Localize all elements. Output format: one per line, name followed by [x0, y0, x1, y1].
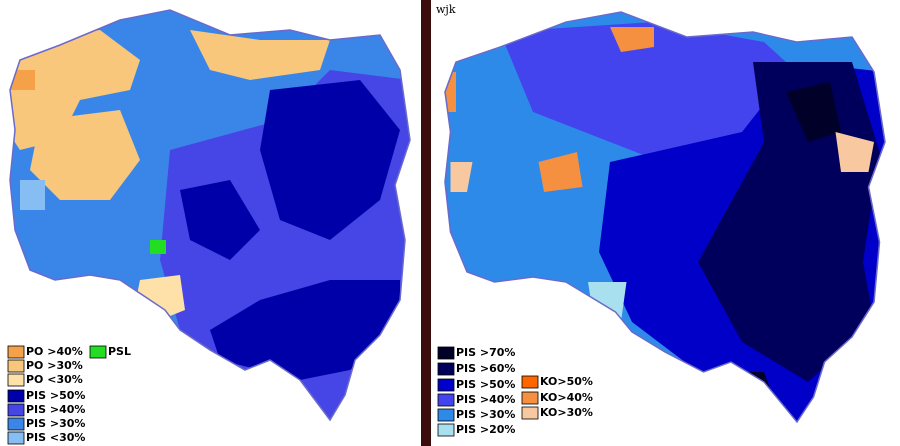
legend-label: PIS >40%	[26, 403, 85, 416]
legend-swatch	[7, 389, 25, 403]
legend-swatch	[89, 345, 107, 359]
legend-swatch	[521, 406, 539, 420]
legend-swatch	[437, 378, 455, 392]
divider	[421, 0, 431, 446]
legend-swatch	[7, 403, 25, 417]
legend-swatch	[7, 431, 25, 445]
legend-label: PIS >70%	[456, 346, 515, 359]
legend-label: PIS >60%	[456, 362, 515, 375]
legend-swatch	[521, 391, 539, 405]
legend-label: KO>40%	[540, 391, 593, 404]
left-map	[9, 9, 411, 422]
legend-swatch	[437, 362, 455, 376]
legend-label: PSL	[108, 345, 131, 358]
legend-swatch	[437, 393, 455, 407]
legend-swatch	[7, 345, 25, 359]
legend-swatch	[521, 375, 539, 389]
legend-label: PIS >30%	[26, 417, 85, 430]
legend-swatch	[7, 359, 25, 373]
legend-swatch	[437, 346, 455, 360]
legend-label: KO>30%	[540, 406, 593, 419]
legend-swatch	[7, 373, 25, 387]
legend-label: PIS >30%	[456, 408, 515, 421]
legend-swatch	[437, 423, 455, 437]
legend-label: KO>50%	[540, 375, 593, 388]
legend-label: PO >40%	[26, 345, 83, 358]
legend-label: PIS <30%	[26, 431, 85, 444]
legend-label: PIS >20%	[456, 423, 515, 436]
legend-label: PIS >50%	[456, 378, 515, 391]
legend-swatch	[7, 417, 25, 431]
legend-label: PIS >50%	[26, 389, 85, 402]
author: wjk	[436, 3, 456, 16]
legend-label: PO <30%	[26, 373, 83, 386]
legend-label: PO >30%	[26, 359, 83, 372]
legend-label: PIS >40%	[456, 393, 515, 406]
legend-swatch	[437, 408, 455, 422]
